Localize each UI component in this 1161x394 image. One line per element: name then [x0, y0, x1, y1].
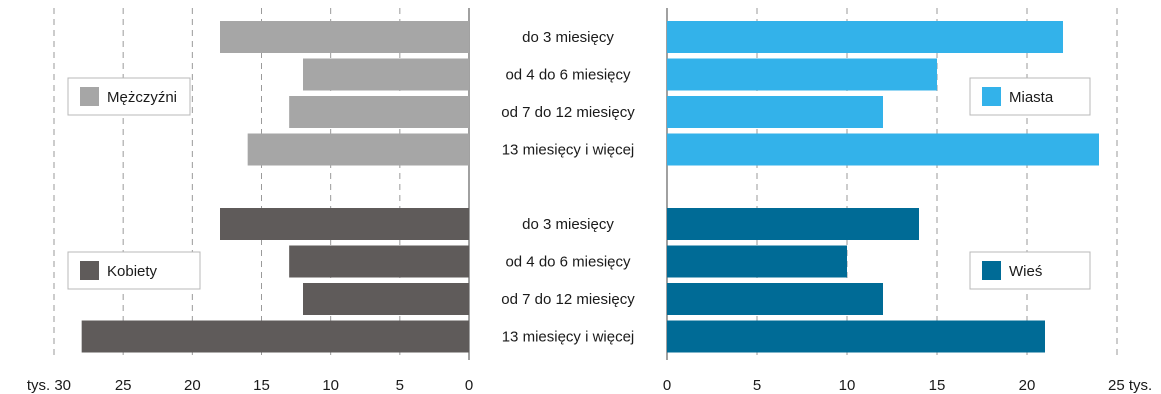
tick-label-right-0: 0 [663, 377, 671, 394]
bar-left-0-2 [289, 96, 469, 128]
category-label-0-1: od 4 do 6 miesięcy [505, 67, 631, 84]
legend-swatch [80, 261, 99, 280]
category-labels: do 3 miesięcy od 4 do 6 miesięcy od 7 do 1… [501, 29, 635, 346]
tick-label-right-15: 15 [929, 377, 946, 394]
tick-label-left-10: 10 [322, 377, 339, 394]
legend-right-1: Wieś [969, 251, 1091, 290]
tick-label-left-15: 15 [253, 377, 270, 394]
bar-right-1-3 [667, 320, 1045, 353]
legend-right-0: Miasta [969, 77, 1091, 116]
tick-label-left-20: 20 [184, 377, 201, 394]
axes: 0 5 10 15 20 25 tys. 30 0 5 10 15 20 25 tys. [27, 377, 1152, 394]
category-label-1-1: od 4 do 6 miesięcy [505, 254, 631, 271]
bar-left-1-0 [220, 208, 469, 240]
tick-label-left-5: 5 [396, 377, 404, 394]
bar-right-0-1 [667, 58, 937, 91]
bars [81, 21, 1099, 353]
category-label-0-0: do 3 miesięcy [522, 29, 614, 46]
tick-label-left-30: tys. 30 [27, 377, 71, 394]
bar-left-1-1 [289, 245, 469, 278]
bar-left-0-3 [247, 133, 469, 166]
bar-right-0-3 [667, 133, 1099, 166]
category-label-0-3: 13 miesięcy i więcej [502, 142, 635, 159]
tick-label-left-25: 25 [115, 377, 132, 394]
bar-left-0-0 [220, 21, 469, 53]
legends: Mężczyźni Kobiety Miasta Wieś [67, 77, 1091, 290]
bar-left-1-3 [81, 320, 470, 353]
bar-right-1-2 [667, 283, 883, 315]
bar-left-0-1 [303, 58, 469, 91]
bar-right-1-0 [667, 208, 919, 240]
legend-swatch [982, 87, 1001, 106]
category-label-1-2: od 7 do 12 miesięcy [501, 291, 635, 308]
legend-swatch [80, 87, 99, 106]
category-label-1-3: 13 miesięcy i więcej [502, 329, 635, 346]
category-label-1-0: do 3 miesięcy [522, 216, 614, 233]
bar-right-1-1 [667, 245, 847, 278]
bar-left-1-2 [303, 283, 469, 315]
legend-label: Miasta [1009, 89, 1054, 106]
legend-left-0: Mężczyźni [67, 77, 191, 116]
tick-label-right-10: 10 [839, 377, 856, 394]
tick-label-right-5: 5 [753, 377, 761, 394]
legend-left-1: Kobiety [67, 251, 201, 290]
legend-swatch [982, 261, 1001, 280]
category-label-0-2: od 7 do 12 miesięcy [501, 104, 635, 121]
tick-label-right-20: 20 [1019, 377, 1036, 394]
tick-label-left-0: 0 [465, 377, 473, 394]
bar-right-0-2 [667, 96, 883, 128]
bar-right-0-0 [667, 21, 1063, 53]
legend-label: Mężczyźni [107, 89, 177, 106]
legend-label: Kobiety [107, 263, 158, 280]
legend-label: Wieś [1009, 263, 1042, 280]
tick-label-right-25: 25 tys. [1108, 377, 1152, 394]
